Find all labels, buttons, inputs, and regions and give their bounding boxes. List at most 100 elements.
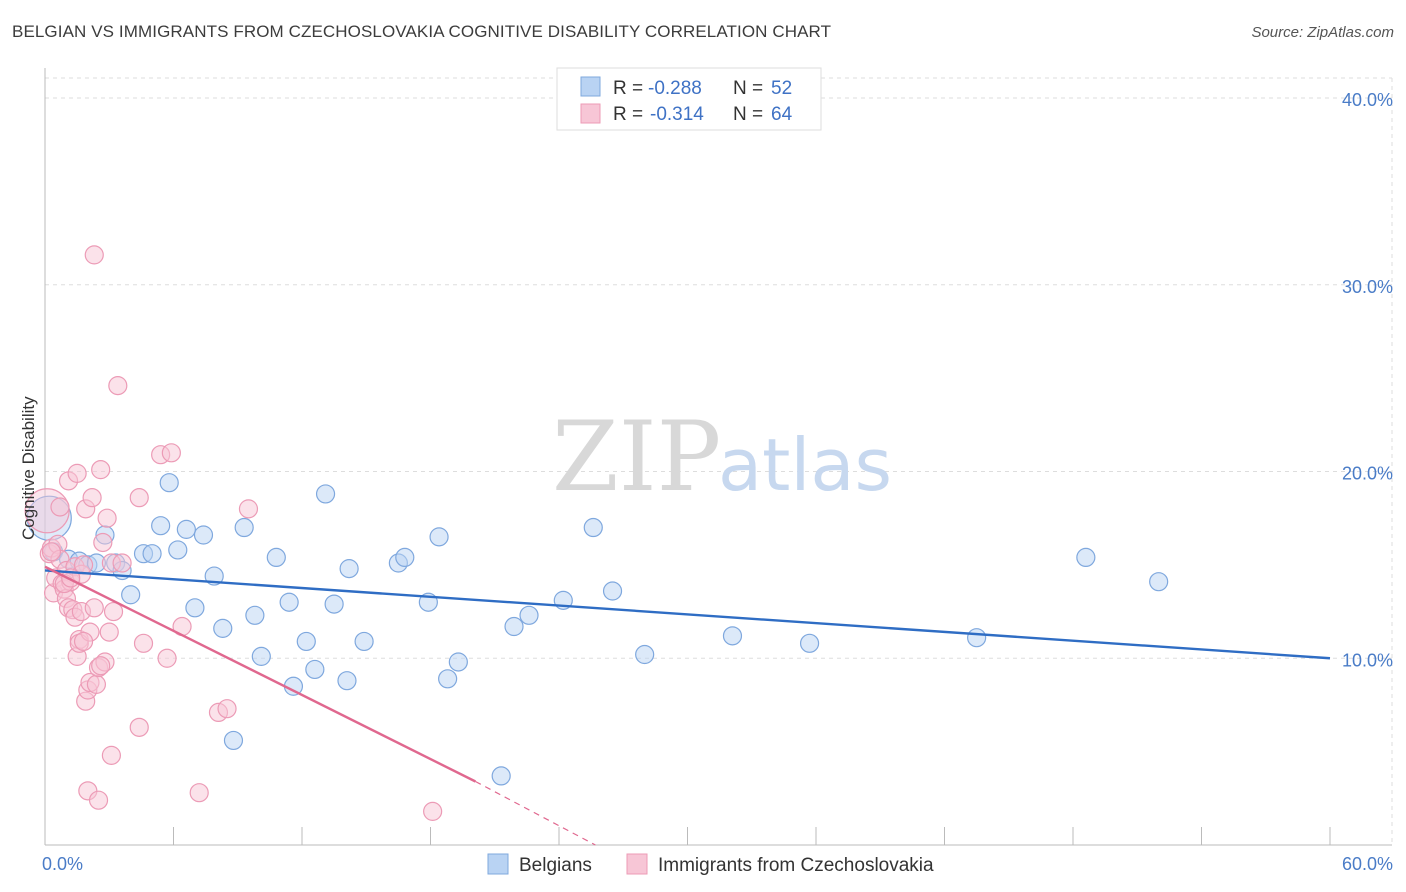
belgians-point-24	[266, 547, 286, 568]
czech-point-38	[93, 532, 113, 553]
belgians-point-23	[251, 646, 271, 666]
legend-swatch-belgians	[580, 76, 601, 97]
belgians-point-38	[438, 669, 458, 689]
x-tick-label-1: 60.0%	[1342, 854, 1393, 874]
belgians-point-42	[519, 605, 539, 625]
belgians-point-37	[429, 527, 449, 547]
belgians-point-11	[142, 544, 162, 564]
belgians-point-16	[185, 598, 205, 618]
czech-point-47	[129, 488, 149, 508]
legend-swatch-belgians-bottom	[487, 853, 509, 875]
czech-point-46	[112, 553, 132, 573]
czech-trend-line-extension	[475, 780, 596, 846]
legend-swatch-czech-bottom	[626, 853, 648, 875]
czech-point-63	[91, 656, 111, 676]
legend-label-czech: Immigrants from Czechoslovakia	[658, 855, 934, 876]
belgians-point-32	[339, 559, 359, 579]
chart-title: BELGIAN VS IMMIGRANTS FROM CZECHOSLOVAKI…	[12, 22, 832, 41]
belgians-trend-line	[44, 569, 1331, 660]
czech-point-56	[217, 699, 237, 719]
czech-point-37	[91, 460, 111, 480]
watermark-atlas: atlas	[718, 423, 892, 507]
source-label: Source: ZipAtlas.com	[1251, 24, 1394, 41]
czech-point-32	[84, 598, 104, 618]
data-points	[24, 245, 1169, 821]
legend-top: R = -0.288 N = 52 R = -0.314 N = 64	[556, 67, 822, 131]
axes	[44, 68, 1392, 846]
belgians-point-30	[324, 594, 344, 614]
watermark-zip: ZIP	[552, 401, 721, 513]
czech-point-41	[99, 622, 119, 642]
belgians-point-35	[395, 547, 415, 568]
legend-r-label-belgians: R =	[613, 78, 643, 99]
czech-point-51	[157, 648, 177, 668]
belgians-point-20	[223, 730, 244, 751]
legend-r-label-czech: R =	[613, 104, 643, 125]
y-tick-label-3: 40.0%	[1342, 90, 1393, 110]
legend-n-value-czech: 64	[771, 104, 793, 125]
belgians-point-15	[176, 519, 196, 539]
czech-point-58	[423, 801, 443, 821]
belgians-point-48	[799, 633, 820, 653]
czech-point-40	[97, 508, 117, 528]
belgians-point-22	[245, 605, 265, 625]
czech-point-34	[86, 674, 107, 694]
belgians-point-47	[722, 626, 743, 646]
belgians-point-40	[491, 766, 511, 786]
belgians-point-45	[602, 581, 623, 601]
czech-point-62	[73, 631, 94, 652]
czech-point-19	[67, 463, 87, 483]
czech-point-7	[50, 497, 70, 517]
y-tick-label-0: 10.0%	[1342, 650, 1393, 670]
belgians-point-44	[583, 517, 603, 538]
czech-point-59	[41, 542, 62, 562]
legend-n-label-belgians: N =	[733, 78, 763, 99]
czech-point-33	[84, 245, 104, 265]
czech-point-35	[88, 790, 109, 810]
czech-point-54	[189, 783, 209, 803]
y-tick-labels: 10.0% 20.0% 30.0% 40.0%	[1342, 90, 1393, 670]
belgians-point-27	[296, 631, 316, 652]
legend-label-belgians: Belgians	[519, 855, 592, 876]
legend-box	[556, 67, 822, 131]
belgians-point-41	[504, 616, 524, 637]
y-tick-label-2: 30.0%	[1342, 277, 1393, 297]
legend-r-value-belgians: -0.288	[648, 78, 702, 99]
czech-point-49	[133, 633, 154, 653]
y-axis-label: Cognitive Disability	[19, 396, 38, 540]
belgians-point-39	[448, 652, 468, 672]
legend-bottom: Belgians Immigrants from Czechoslovakia	[487, 853, 934, 876]
belgians-point-13	[159, 473, 179, 493]
x-tick-labels: 0.0% 60.0%	[42, 854, 1393, 874]
belgians-point-28	[305, 659, 325, 680]
x-tick-label-0: 0.0%	[42, 854, 83, 874]
trend-lines	[44, 565, 1331, 846]
belgians-point-31	[337, 671, 357, 691]
czech-point-48	[129, 717, 149, 737]
czech-point-52	[161, 443, 181, 463]
belgians-point-21	[234, 517, 254, 538]
belgians-point-14	[168, 540, 188, 560]
belgians-point-17	[193, 525, 214, 545]
czech-point-45	[108, 376, 128, 396]
belgians-point-49	[967, 628, 987, 648]
legend-swatch-czech	[580, 103, 601, 124]
czech-point-31	[82, 488, 102, 508]
belgians-point-51	[1149, 572, 1169, 592]
czech-point-57	[238, 499, 259, 519]
belgians-point-12	[151, 516, 171, 536]
czech-point-43	[101, 745, 121, 765]
czech-trend-line	[44, 565, 477, 783]
legend-r-value-czech: -0.314	[650, 104, 704, 125]
belgians-point-19	[213, 618, 233, 638]
legend-n-value-belgians: 52	[771, 78, 792, 99]
belgians-point-29	[315, 484, 336, 504]
belgians-point-46	[635, 644, 655, 665]
belgians-point-50	[1076, 547, 1096, 568]
belgians-point-33	[354, 631, 374, 652]
watermark: ZIP atlas	[552, 401, 892, 513]
belgians-point-9	[121, 585, 141, 605]
czech-point-44	[103, 601, 124, 622]
y-tick-label-1: 20.0%	[1342, 464, 1393, 484]
